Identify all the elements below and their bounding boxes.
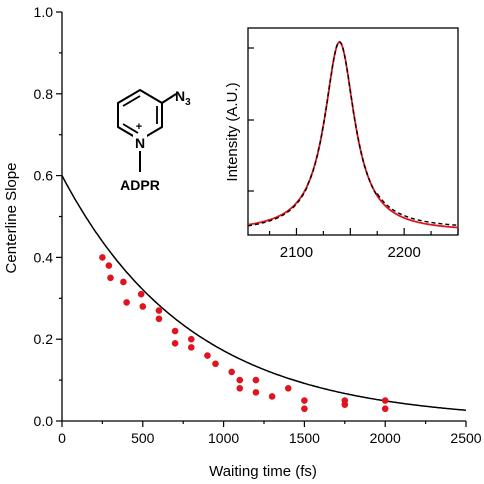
data-point xyxy=(236,376,244,384)
y-tick-label: 0.8 xyxy=(34,86,54,102)
substituent-bond xyxy=(161,93,177,104)
main-x-ticks: 0 500 1000 1500 2000 2500 xyxy=(58,421,482,446)
inset-x-ticks: 2100 2200 xyxy=(268,228,459,261)
data-point xyxy=(123,299,130,306)
data-point xyxy=(204,352,211,359)
x-axis-title: Waiting time (fs) xyxy=(209,463,317,480)
data-point xyxy=(105,262,113,269)
y-tick-label: 0.4 xyxy=(34,249,54,265)
y-axis-title: Centerline Slope xyxy=(3,163,20,274)
x-tick-label: 500 xyxy=(131,430,155,446)
data-point xyxy=(155,315,163,323)
x-tick-label: 1000 xyxy=(208,430,239,446)
main-y-ticks: 0.0 0.2 0.4 0.6 0.8 1.0 xyxy=(34,4,62,429)
azide-label: N3 xyxy=(175,88,191,108)
ring-double-bond-3 xyxy=(122,123,139,134)
data-point xyxy=(155,307,163,314)
data-point xyxy=(171,327,179,335)
data-point xyxy=(187,344,195,351)
inset-y-axis-title: Intensity (A.U.) xyxy=(224,82,241,181)
azide-nitrogen: N xyxy=(175,88,185,104)
data-point xyxy=(252,389,260,396)
data-point xyxy=(236,384,244,392)
data-point xyxy=(171,339,179,347)
y-tick-label: 0.0 xyxy=(34,413,54,429)
data-point xyxy=(139,303,147,310)
data-point xyxy=(137,290,145,298)
data-point xyxy=(381,405,389,413)
inset-fit-curve xyxy=(247,41,459,229)
y-tick-label: 0.2 xyxy=(34,331,54,347)
ring-nitrogen-background xyxy=(133,134,147,150)
data-point xyxy=(268,393,276,400)
x-tick-label: 2500 xyxy=(450,430,481,446)
data-point xyxy=(107,274,114,282)
y-tick-label: 0.6 xyxy=(34,168,54,184)
charge-plus-label: + xyxy=(136,121,142,133)
data-point xyxy=(284,384,292,392)
exponential-fit-curve xyxy=(61,175,467,411)
inset-frame xyxy=(247,27,459,236)
data-point xyxy=(301,397,308,404)
data-point xyxy=(381,397,389,404)
data-point xyxy=(120,278,127,286)
data-point xyxy=(252,376,260,384)
data-point xyxy=(228,368,235,376)
inset-x-tick-label: 2100 xyxy=(280,244,313,261)
inset-measured-curve xyxy=(247,41,459,227)
inset-spectrum-plot: 2100 2200 Intensity (A.U.) xyxy=(224,27,459,261)
inset-y-ticks xyxy=(248,47,254,192)
azide-subscript: 3 xyxy=(185,97,191,108)
data-points xyxy=(99,254,389,413)
ring-double-bond-1 xyxy=(122,95,141,107)
data-point xyxy=(99,254,106,261)
x-tick-label: 1500 xyxy=(289,430,320,446)
data-point xyxy=(187,335,195,343)
data-point xyxy=(341,401,349,408)
data-point xyxy=(301,405,308,413)
data-point xyxy=(212,360,219,368)
main-plot: 0.00.20.40.60.81.0 0 500 1000 1500 2000 2500 … xyxy=(3,4,482,480)
x-tick-label: 0 xyxy=(58,430,66,446)
inset-x-tick-label: 2200 xyxy=(387,244,420,261)
ring-nitrogen-label: N xyxy=(135,135,145,151)
x-tick-label: 2000 xyxy=(370,430,401,446)
molecule-structure: N3 N + ADPR xyxy=(117,88,191,193)
adpr-label: ADPR xyxy=(120,177,160,193)
y-tick-label: 1.0 xyxy=(34,4,54,20)
